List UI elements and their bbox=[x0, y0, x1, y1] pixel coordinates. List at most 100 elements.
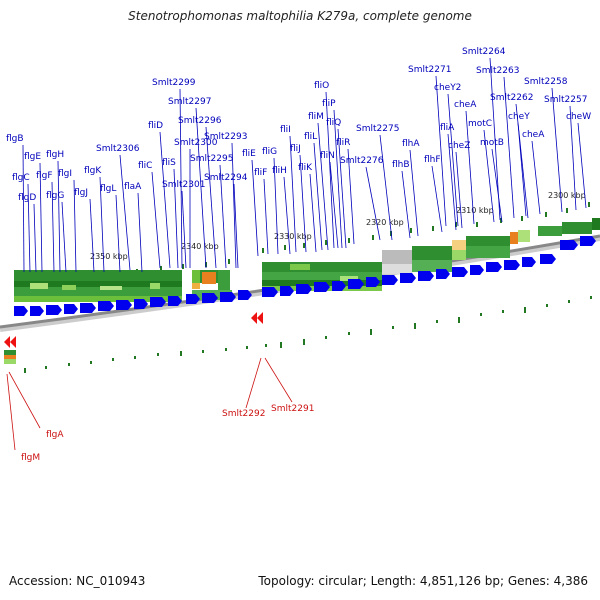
gene-label-flgE: flgE bbox=[24, 152, 41, 162]
leader-line bbox=[365, 166, 381, 241]
gene-label-flhB: flhB bbox=[392, 160, 410, 170]
leader-line bbox=[531, 140, 541, 215]
gene-arrow-forward bbox=[14, 306, 28, 316]
leader-line bbox=[435, 75, 447, 227]
gene-label-Smlt2263: Smlt2263 bbox=[476, 66, 519, 76]
leader-line bbox=[33, 203, 37, 273]
gene-label-cheZ: cheZ bbox=[448, 141, 470, 151]
gene-label-fliA: fliA bbox=[440, 123, 455, 133]
leader-line bbox=[159, 131, 171, 269]
ruler-label: 2330 kbp bbox=[274, 232, 312, 241]
gene-label-fliM: fliM bbox=[308, 112, 324, 122]
leader-line bbox=[137, 192, 143, 273]
gene-arrow-forward bbox=[382, 275, 398, 285]
leader-line bbox=[483, 129, 495, 223]
gene-label-flgJ: flgJ bbox=[74, 188, 88, 198]
gene-arrow-forward bbox=[238, 290, 252, 300]
gene-label-Smlt2276: Smlt2276 bbox=[340, 156, 384, 166]
gene-label-Smlt2301: Smlt2301 bbox=[162, 180, 205, 190]
leader-line bbox=[264, 357, 293, 403]
gene-label-flgL: flgL bbox=[100, 184, 116, 194]
leader-line bbox=[503, 76, 515, 219]
gene-arrow-forward bbox=[296, 284, 312, 294]
gene-label-Smlt2292: Smlt2292 bbox=[222, 409, 265, 419]
forward-gene-track bbox=[14, 236, 596, 316]
gene-arrow-forward bbox=[116, 300, 132, 310]
gene-label-flgC: flgC bbox=[12, 173, 30, 183]
leader-line bbox=[39, 162, 43, 273]
gene-label-flgA: flgA bbox=[46, 430, 64, 440]
gene-arrow-forward bbox=[30, 306, 44, 316]
gene-label-Smlt2258: Smlt2258 bbox=[524, 77, 568, 87]
gene-arrow-reverse bbox=[257, 312, 263, 324]
gene-arrow-forward bbox=[436, 269, 450, 279]
gene-arrow-reverse bbox=[10, 336, 16, 348]
gene-label-Smlt2271: Smlt2271 bbox=[408, 65, 451, 75]
gene-arrow-forward bbox=[186, 294, 200, 304]
gene-arrow-forward bbox=[504, 260, 520, 270]
reverse-gene-track bbox=[4, 312, 263, 348]
gene-label-cheA: cheA bbox=[454, 100, 477, 110]
leader-line bbox=[491, 148, 503, 223]
accession-text: Accession: NC_010943 bbox=[9, 574, 146, 588]
leader-line bbox=[251, 159, 259, 257]
leader-line bbox=[299, 154, 307, 253]
gene-label-fliL: fliL bbox=[304, 132, 317, 142]
leader-line bbox=[313, 142, 323, 251]
leader-line bbox=[99, 176, 105, 273]
leader-line bbox=[329, 161, 339, 249]
gene-arrow-forward bbox=[522, 257, 536, 267]
leader-line bbox=[195, 107, 207, 269]
gene-label-fliO: fliO bbox=[314, 81, 329, 91]
gene-label-Smlt2275: Smlt2275 bbox=[356, 124, 399, 134]
gene-label-cheA: cheA bbox=[522, 130, 545, 140]
gene-label-fliK: fliK bbox=[298, 163, 313, 173]
gene-arrow-forward bbox=[470, 265, 484, 275]
gene-label-Smlt2262: Smlt2262 bbox=[490, 93, 533, 103]
leader-line bbox=[431, 165, 443, 233]
gene-label-fliH: fliH bbox=[272, 166, 287, 176]
gene-label-flhA: flhA bbox=[402, 139, 420, 149]
ruler-label: 2310 kbp bbox=[456, 206, 494, 215]
gene-label-fliI: fliI bbox=[280, 125, 291, 135]
ruler-label: 2300 kbp bbox=[548, 191, 586, 200]
leader-line bbox=[179, 88, 183, 269]
leader-line bbox=[233, 183, 239, 269]
gene-label-flgF: flgF bbox=[36, 171, 53, 181]
leader-line bbox=[333, 109, 343, 249]
leader-line bbox=[6, 373, 16, 451]
leader-line bbox=[263, 178, 269, 255]
leader-line bbox=[245, 357, 262, 409]
gene-label-Smlt2264: Smlt2264 bbox=[462, 47, 506, 57]
leader-line bbox=[73, 179, 77, 273]
gene-arrow-forward bbox=[98, 301, 114, 311]
gene-label-flgI: flgI bbox=[58, 169, 72, 179]
gene-label-Smlt2296: Smlt2296 bbox=[178, 116, 222, 126]
leader-line bbox=[273, 157, 279, 255]
reverse-gene-labels: flgA flgM Smlt2292 Smlt2291 bbox=[21, 404, 314, 463]
gene-arrow-forward bbox=[220, 292, 236, 302]
gene-arrow-forward bbox=[348, 279, 364, 289]
gene-arrow-forward bbox=[64, 304, 78, 314]
leader-line bbox=[465, 110, 475, 225]
gene-label-flgB: flgB bbox=[6, 134, 24, 144]
leader-line bbox=[569, 105, 577, 211]
leader-line bbox=[309, 173, 317, 253]
gene-arrow-forward bbox=[332, 281, 346, 291]
ruler-ticks-lower bbox=[24, 296, 592, 373]
map-title: Stenotrophomonas maltophilia K279a, comp… bbox=[128, 9, 472, 23]
gene-label-fliN: fliN bbox=[320, 151, 335, 161]
gene-label-Smlt2257: Smlt2257 bbox=[544, 95, 587, 105]
gene-arrow-forward bbox=[452, 267, 468, 277]
gene-label-Smlt2291: Smlt2291 bbox=[271, 404, 314, 414]
ruler-label: 2350 kbp bbox=[90, 252, 128, 261]
gene-label-flgK: flgK bbox=[84, 166, 102, 176]
gene-arrow-forward bbox=[314, 282, 330, 292]
leader-line bbox=[8, 371, 41, 429]
leader-line bbox=[115, 194, 121, 273]
leader-line bbox=[289, 135, 297, 253]
gene-label-Smlt2293: Smlt2293 bbox=[204, 132, 247, 142]
leader-line bbox=[325, 91, 335, 249]
gene-arrow-forward bbox=[418, 271, 434, 281]
